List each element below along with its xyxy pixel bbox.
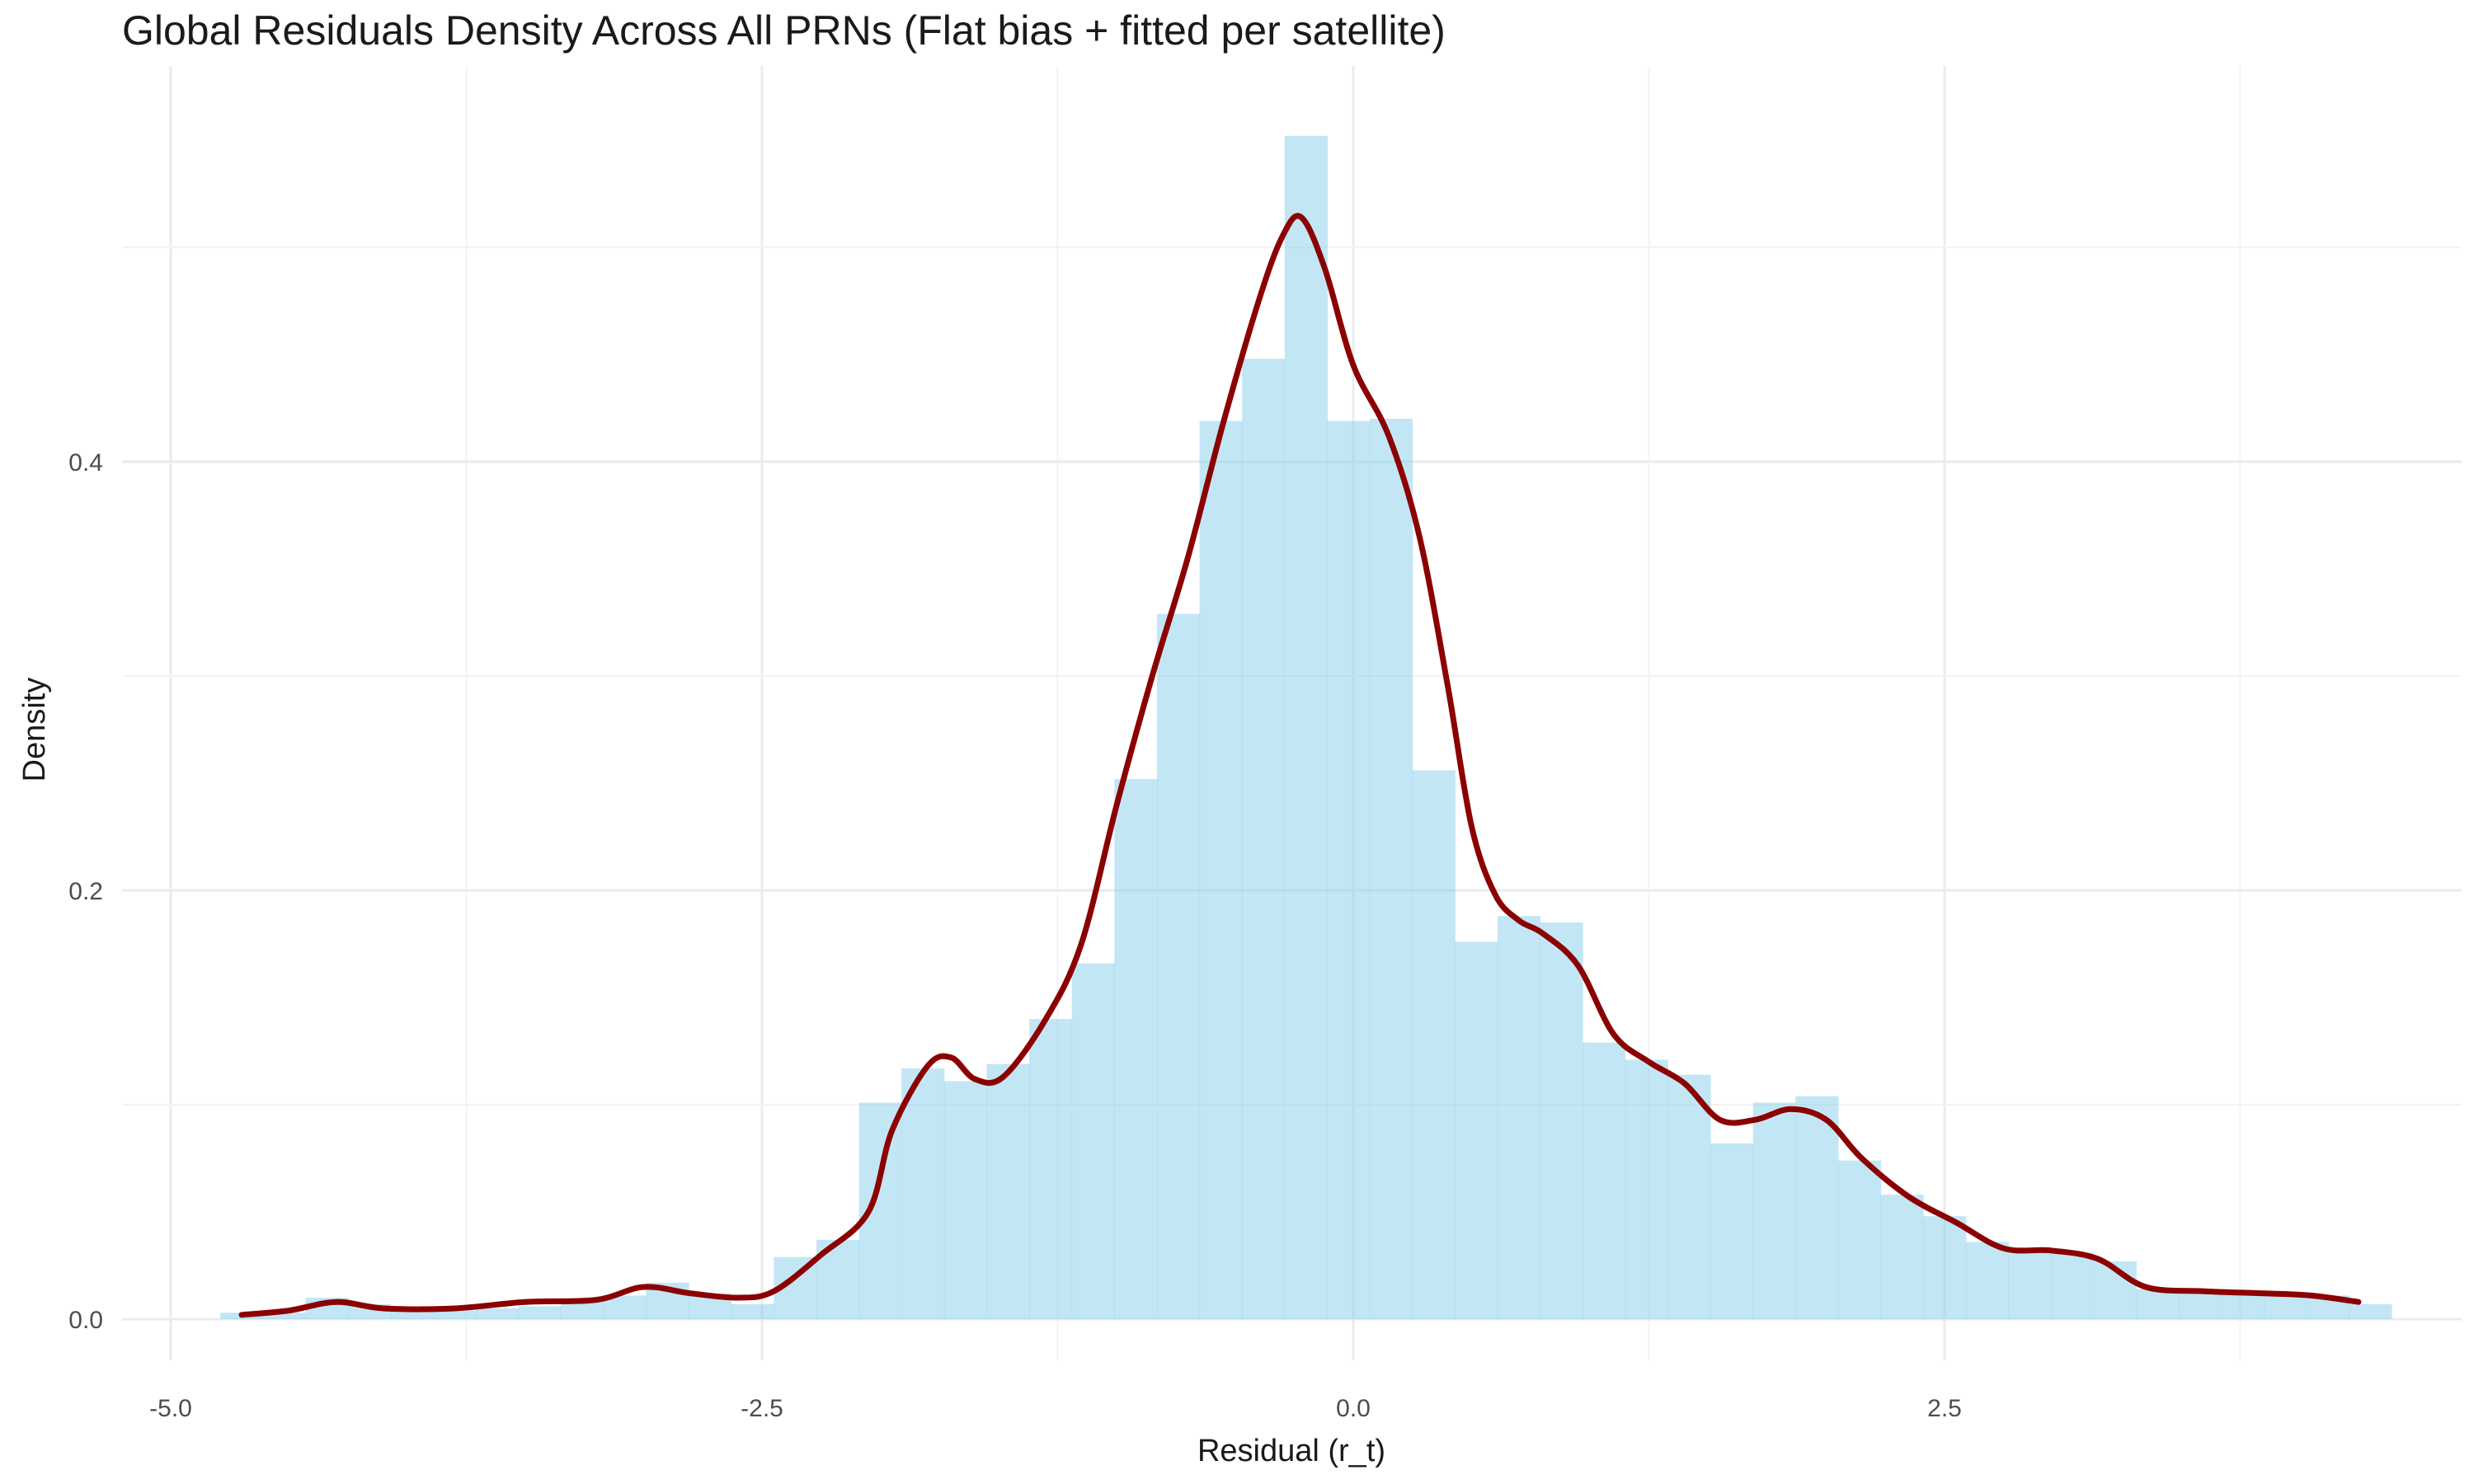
y-tick-label: 0.2 — [68, 878, 103, 905]
histogram-bar — [1965, 1242, 2009, 1319]
histogram-bar — [390, 1310, 434, 1319]
histogram-bar — [1923, 1216, 1967, 1319]
histogram-bar — [1114, 778, 1158, 1319]
histogram-bar — [1412, 770, 1456, 1319]
histogram-bar — [1837, 1160, 1882, 1319]
histogram-bar — [2136, 1289, 2180, 1319]
histogram-bar — [1199, 420, 1243, 1320]
histogram-bar — [475, 1308, 520, 1319]
histogram-bar — [1752, 1102, 1796, 1319]
x-axis-title: Residual (r_t) — [1197, 1434, 1385, 1468]
histogram-bar — [1497, 916, 1541, 1319]
histogram-bar — [433, 1310, 477, 1319]
histogram-bar — [1327, 420, 1371, 1320]
histogram-bar — [1880, 1195, 1924, 1319]
histogram-bar — [1029, 1019, 1073, 1319]
x-axis-tick-labels: -5.0 -2.5 0.0 2.5 — [149, 1395, 1962, 1422]
histogram-bar — [2178, 1291, 2222, 1319]
histogram-bars — [220, 135, 2392, 1320]
histogram-bar — [943, 1081, 987, 1319]
histogram-bar — [2349, 1303, 2392, 1319]
histogram-bar — [986, 1064, 1030, 1319]
histogram-bar — [1625, 1059, 1668, 1319]
histogram-bar — [1583, 1042, 1626, 1319]
y-tick-label: 0.0 — [68, 1307, 103, 1334]
density-curve — [238, 213, 2362, 1318]
histogram-bar — [858, 1102, 902, 1319]
histogram-bar — [1071, 963, 1115, 1319]
histogram-bar — [2221, 1293, 2265, 1319]
histogram-bar — [731, 1303, 774, 1319]
histogram-bar — [1455, 942, 1498, 1319]
histogram-bar — [2051, 1252, 2095, 1319]
histogram-bar — [1156, 613, 1201, 1319]
histogram-bar — [1284, 135, 1328, 1319]
histogram-bar — [901, 1068, 945, 1319]
y-axis-title: Density — [17, 678, 52, 782]
histogram-bar — [561, 1299, 604, 1319]
histogram-bar — [518, 1306, 562, 1319]
x-tick-label: -2.5 — [741, 1395, 783, 1422]
histogram-bar — [1540, 923, 1583, 1319]
histogram-bar — [1370, 419, 1413, 1319]
y-axis-tick-labels: 0.0 0.2 0.4 — [68, 449, 103, 1334]
x-tick-label: -5.0 — [149, 1395, 192, 1422]
histogram-bar — [1795, 1096, 1839, 1319]
histogram-bar — [2008, 1250, 2052, 1319]
x-tick-label: 2.5 — [1927, 1395, 1962, 1422]
x-tick-label: 0.0 — [1336, 1395, 1371, 1422]
y-tick-label: 0.4 — [68, 449, 103, 477]
histogram-bar — [1710, 1143, 1754, 1319]
histogram-bar — [2264, 1295, 2307, 1319]
histogram-bar — [1667, 1074, 1711, 1319]
chart-title: Global Residuals Density Across All PRNs… — [122, 7, 1446, 54]
histogram-bar — [262, 1313, 306, 1319]
histogram-bar — [1242, 359, 1286, 1320]
